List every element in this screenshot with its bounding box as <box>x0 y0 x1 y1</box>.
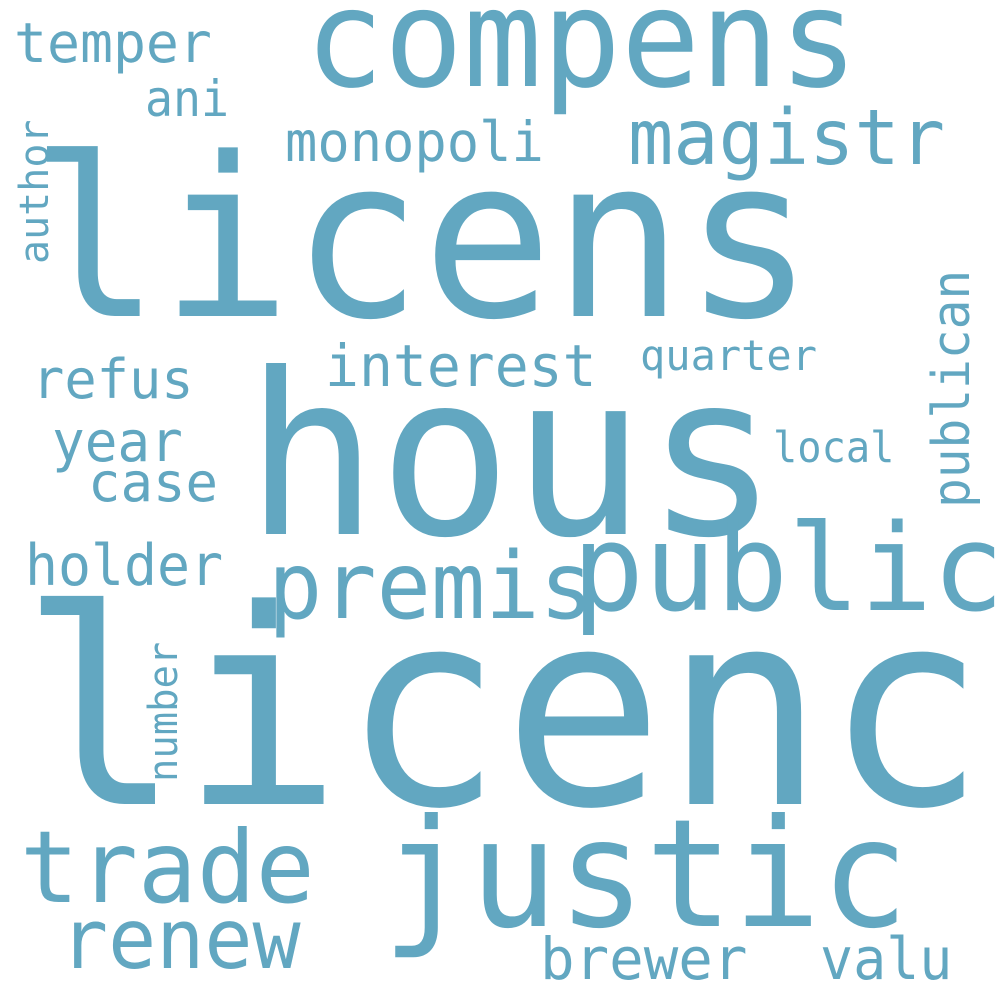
word-number: number <box>141 641 187 782</box>
word-refus: refus <box>32 348 194 411</box>
word-monopoli: monopoli <box>285 110 544 174</box>
word-quarter: quarter <box>640 331 818 380</box>
word-trade: trade <box>20 809 315 926</box>
word-ani: ani <box>145 70 229 128</box>
word-brewer: brewer <box>540 925 748 993</box>
word-magistr: magistr <box>628 94 946 183</box>
word-interest: interest <box>325 332 597 400</box>
word-renew: renew <box>60 891 301 988</box>
word-hous: hous <box>245 326 779 588</box>
word-local: local <box>773 423 895 473</box>
word-licens: licens <box>30 111 815 369</box>
word-compens: compens <box>305 0 859 119</box>
word-year: year <box>52 410 183 475</box>
word-valu: valu <box>820 925 953 993</box>
word-temper: temper <box>14 11 212 75</box>
word-premis: premis <box>268 532 594 640</box>
word-holder: holder <box>25 533 224 599</box>
word-case: case <box>88 451 219 514</box>
word-publican: publican <box>922 269 982 508</box>
word-justic: justic <box>382 788 909 962</box>
word-author: author <box>12 119 58 265</box>
word-licenc: licenc <box>20 553 986 869</box>
word-public: public <box>572 500 1000 639</box>
